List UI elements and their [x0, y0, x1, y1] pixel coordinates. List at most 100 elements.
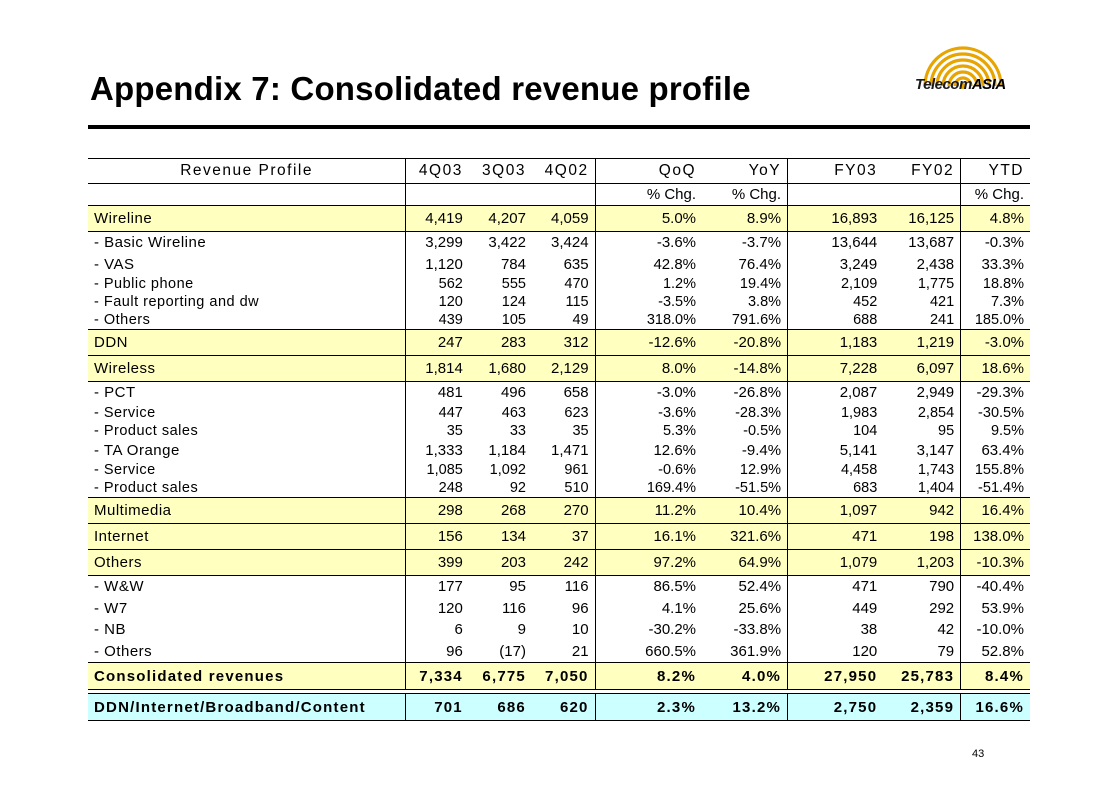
cell-value: 1,814 — [405, 355, 469, 382]
cell-value: 1,471 — [531, 439, 596, 461]
row-label: Wireline — [88, 205, 407, 232]
cell-value: -0.5% — [702, 421, 789, 440]
cell-value: 12.9% — [702, 461, 789, 479]
cell-value: 4.1% — [661, 599, 697, 617]
cell-value: 4,059 — [531, 205, 596, 232]
table-subheader-row: % Chg. % Chg. % Chg. — [88, 183, 1030, 206]
cell-value: 2,129 — [531, 355, 596, 382]
cell-value: 623 — [531, 403, 596, 422]
cell-value: 1,333 — [425, 441, 463, 459]
cell-value: -0.6% — [658, 462, 697, 478]
header-ytd: YTD — [960, 158, 1030, 184]
cell-value: 12.6% — [653, 441, 697, 459]
cell-value: 942 — [883, 497, 962, 524]
cell-value: 134 — [468, 523, 532, 550]
cell-value: 27,950 — [805, 662, 884, 690]
cell-value: 4,419 — [405, 205, 469, 232]
row-label: - Product sales — [88, 479, 407, 498]
cell-value: 138.0% — [960, 523, 1030, 550]
cell-value: 248 — [405, 479, 469, 498]
row-label: - Public phone — [88, 275, 407, 293]
cell-value: 33 — [509, 422, 526, 439]
cell-value: 33.3% — [981, 255, 1024, 273]
cell-value: 9.5% — [990, 422, 1024, 439]
cell-value: 2.3% — [620, 693, 703, 721]
cell-value: 76.4% — [702, 253, 789, 275]
cell-value: -9.4% — [702, 439, 789, 461]
cell-value: 8.2% — [620, 662, 703, 690]
cell-value: 449 — [852, 599, 878, 617]
cell-value: 3,249 — [839, 255, 878, 273]
row-label: Multimedia — [88, 497, 407, 524]
header-3q03: 3Q03 — [468, 158, 532, 184]
cell-value: 8.4% — [960, 662, 1030, 690]
cell-value: 104 — [853, 422, 878, 439]
cell-value: -10.3% — [960, 549, 1030, 576]
cell-value: -3.6% — [658, 404, 697, 421]
table-header-row: Revenue Profile 4Q03 3Q03 4Q02 QoQ YoY F… — [88, 158, 1030, 184]
row-label: Internet — [88, 523, 407, 550]
row-label: - Service — [88, 461, 407, 479]
cell-value: 35 — [531, 421, 596, 440]
cell-value: 115 — [531, 293, 596, 311]
cell-value: 169.4% — [620, 479, 703, 498]
cell-value: 2,109 — [840, 276, 878, 292]
table-row: Internet 156 134 37 16.1% 321.6% 471 198 138.0% — [88, 523, 1030, 550]
cell-value: 268 — [468, 497, 532, 524]
cell-value: 16.4% — [960, 497, 1030, 524]
cell-value: 1,079 — [805, 549, 884, 576]
cell-value: -3.0% — [960, 329, 1030, 356]
cell-value: 784 — [500, 255, 526, 273]
cell-value: 292 — [883, 597, 962, 619]
cell-value: 1,085 — [426, 462, 463, 478]
table-row: Consolidated revenues 7,334 6,775 7,050 8.2%… — [88, 662, 1030, 690]
cell-value: 1,183 — [805, 329, 884, 356]
cell-value: 25,783 — [883, 662, 962, 690]
subheader-yoy: % Chg. — [702, 183, 789, 206]
header-qoq: QoQ — [620, 158, 703, 184]
cell-value: 3.8% — [702, 293, 789, 311]
table-body: Revenue Profile 4Q03 3Q03 4Q02 QoQ YoY F… — [88, 158, 1030, 721]
row-label: - Product sales — [88, 421, 407, 440]
cell-value: 1,743 — [883, 461, 962, 479]
table-row: - Public phone 562 555 470 1.2% 19.4% 2,109 1,7… — [88, 275, 1030, 293]
cell-value: -10.0% — [976, 621, 1024, 639]
subheader-ytd: % Chg. — [960, 183, 1030, 206]
cell-value: 3,422 — [488, 234, 526, 252]
cell-value: 2,854 — [883, 403, 962, 422]
cell-value: -14.8% — [702, 355, 789, 382]
cell-value: 10.4% — [702, 497, 789, 524]
cell-value: -3.5% — [658, 294, 697, 310]
row-label: - VAS — [88, 253, 407, 275]
cell-value: 79 — [883, 640, 962, 663]
cell-value: 52.4% — [702, 575, 789, 598]
row-label: - Others — [88, 640, 407, 663]
cell-value: 447 — [438, 404, 463, 421]
cell-value: 4,207 — [468, 205, 532, 232]
cell-value: -51.5% — [702, 479, 789, 498]
cell-value: 1,404 — [883, 479, 962, 498]
cell-value: 961 — [531, 461, 596, 479]
cell-value: 203 — [468, 549, 532, 576]
cell-value: 247 — [405, 329, 469, 356]
cell-value: 660.5% — [620, 640, 703, 663]
cell-value: -3.0% — [656, 384, 697, 402]
cell-value: 439 — [405, 311, 469, 330]
cell-value: 701 — [405, 693, 469, 721]
cell-value: 155.8% — [974, 462, 1024, 478]
table-row: - PCT 481 496 658 -3.0% -26.8% 2,087 2,949 -29.3… — [88, 381, 1030, 404]
row-label: Consolidated revenues — [88, 662, 407, 690]
cell-value: 1,097 — [805, 497, 884, 524]
cell-value: 2,949 — [883, 381, 962, 404]
table-row: DDN/Internet/Broadband/Content 701 686 620 2… — [88, 693, 1030, 721]
cell-value: 270 — [531, 497, 596, 524]
row-label: DDN — [88, 329, 407, 356]
cell-value: -0.3% — [984, 234, 1024, 252]
cell-value: 658 — [531, 381, 596, 404]
header-revenue-profile: Revenue Profile — [88, 158, 407, 184]
table-row: - Basic Wireline 3,299 3,422 3,424 -3.6% -3.7… — [88, 231, 1030, 254]
cell-value: 38 — [860, 621, 878, 639]
row-label: - PCT — [88, 381, 407, 404]
table-row: - VAS 1,120 784 635 42.8% 76.4% 3,249 2,438 33.3… — [88, 253, 1030, 275]
cell-value: 63.4% — [981, 441, 1024, 459]
